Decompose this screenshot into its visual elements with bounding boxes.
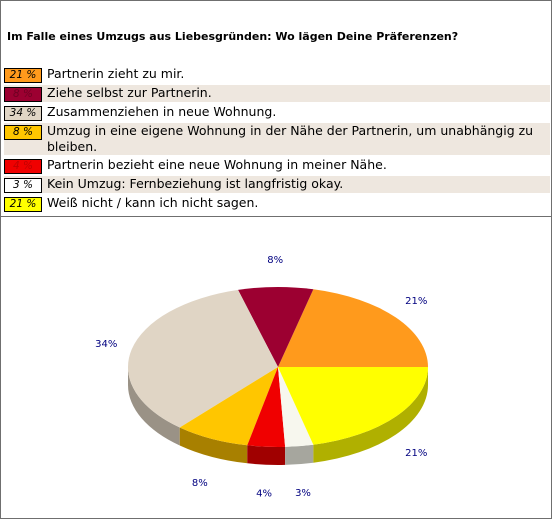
pie-top: [128, 287, 429, 447]
pie-slice: [278, 367, 314, 447]
slice-label: 4%: [256, 489, 272, 500]
slice-label: 3%: [295, 488, 311, 499]
answer-text: Weiß nicht / kann ich nicht sagen.: [47, 195, 259, 210]
answer-text: Partnerin zieht zu mir.: [47, 66, 185, 81]
percent-badge: 4 %: [4, 159, 42, 174]
percent-badge: 34 %: [4, 106, 42, 121]
percent-badge: 21 %: [4, 68, 42, 83]
answer-row: 21 % Weiß nicht / kann ich nicht sagen.: [4, 195, 550, 212]
percent-badge: 3 %: [4, 178, 42, 193]
answer-text: Partnerin bezieht eine neue Wohnung in m…: [47, 157, 387, 172]
pie-slice: [128, 289, 278, 428]
pie-slice-side: [313, 367, 428, 463]
pie-slice: [278, 367, 428, 445]
answer-row: 3 % Kein Umzug: Fernbeziehung ist langfri…: [4, 176, 550, 193]
pie-slice: [278, 289, 429, 367]
slice-label: 8%: [192, 478, 208, 489]
slice-label: 8%: [267, 255, 283, 266]
answer-text: Kein Umzug: Fernbeziehung ist langfristi…: [47, 176, 344, 191]
pie-slice: [238, 287, 314, 367]
pie-slice: [179, 367, 278, 446]
pie-slice-side: [179, 427, 248, 464]
slice-label: 34%: [95, 339, 117, 350]
answer-row: 34 % Zusammenziehen in neue Wohnung.: [4, 104, 550, 121]
answer-row: 21 % Partnerin zieht zu mir.: [4, 66, 550, 83]
answer-row: 4 % Partnerin bezieht eine neue Wohnung i…: [4, 157, 550, 174]
percent-badge: 8 %: [4, 125, 42, 140]
slice-label: 21%: [405, 448, 427, 459]
pie-sides: [127, 367, 428, 465]
poll-question: Im Falle eines Umzugs aus Liebesgründen:…: [7, 30, 459, 43]
answer-text: Ziehe selbst zur Partnerin.: [47, 85, 212, 100]
pie-slice: [247, 367, 286, 447]
pie-slice-side: [247, 445, 286, 465]
answer-list: 21 % Partnerin zieht zu mir. 8 % Ziehe selb…: [4, 66, 550, 214]
answer-row: 8 % Umzug in eine eigene Wohnung in der N…: [4, 123, 550, 155]
percent-badge: 21 %: [4, 197, 42, 212]
divider: [1, 216, 552, 217]
answer-text: Umzug in eine eigene Wohnung in der Nähe…: [47, 123, 534, 154]
answer-row: 8 % Ziehe selbst zur Partnerin.: [4, 85, 550, 102]
pie-chart: 21% 8% 34% 8% 4% 3% 21%: [95, 255, 429, 500]
pie-slice-side: [127, 367, 180, 446]
pie-labels: 21% 8% 34% 8% 4% 3% 21%: [95, 255, 427, 500]
slice-label: 21%: [405, 296, 427, 307]
pie-slice-side: [285, 444, 314, 465]
answer-text: Zusammenziehen in neue Wohnung.: [47, 104, 277, 119]
percent-badge: 8 %: [4, 87, 42, 102]
